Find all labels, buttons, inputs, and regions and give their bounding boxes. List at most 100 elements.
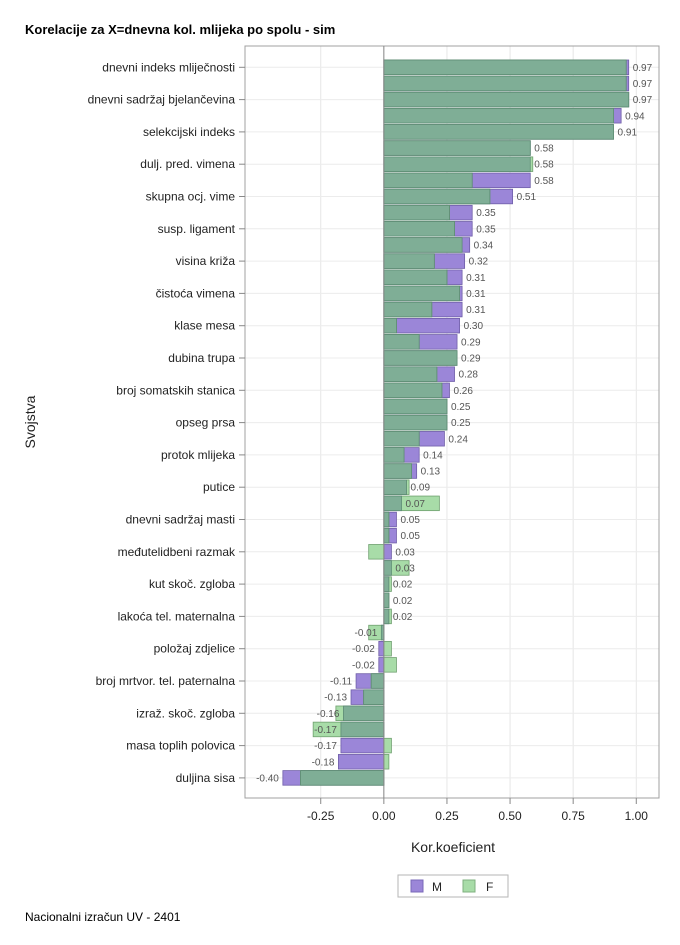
bar-row-12 (383, 253, 466, 269)
bar-row-18 (383, 350, 458, 366)
category-label: čistoća vimena (156, 286, 236, 300)
bar-overlap (340, 721, 385, 738)
bar-f (383, 754, 390, 770)
bar-row-33 (383, 592, 390, 608)
bar-row-2 (383, 91, 630, 108)
category-label: selekcijski indeks (143, 125, 235, 139)
bar-m (378, 641, 385, 657)
legend-label-m: M (432, 880, 442, 894)
data-label: 0.03 (395, 563, 415, 574)
data-label: 0.25 (451, 402, 471, 413)
bar-row-32 (383, 576, 392, 592)
bar-row-21 (383, 398, 448, 415)
bar-row-27 (383, 495, 440, 512)
bar-row-1 (383, 75, 630, 92)
legend-swatch-f (462, 879, 476, 893)
bar-overlap (300, 770, 385, 786)
data-label: 0.24 (448, 434, 468, 445)
category-label: dulj. pred. vimena (140, 157, 235, 171)
x-tick-label: -0.25 (307, 809, 335, 823)
category-label: protok mlijeka (161, 448, 235, 462)
bar-overlap (383, 350, 458, 366)
legend-label-f: F (486, 880, 493, 894)
bar-row-44 (282, 770, 385, 786)
data-label: 0.35 (476, 208, 496, 219)
data-label: 0.31 (466, 305, 486, 316)
data-label: -0.40 (256, 773, 279, 784)
data-label: 0.03 (395, 547, 415, 558)
data-label: 0.29 (461, 337, 481, 348)
data-label: -0.18 (312, 757, 335, 768)
data-label: 0.28 (459, 370, 479, 381)
bar-f (383, 737, 392, 754)
bar-overlap (383, 431, 420, 447)
bar-row-17 (383, 334, 458, 350)
bar-row-40 (335, 705, 385, 722)
footnote: Nacionalni izračun UV - 2401 (25, 910, 181, 924)
bar-row-22 (383, 414, 448, 431)
bar-overlap (383, 237, 463, 253)
data-label: 0.91 (618, 127, 638, 138)
data-label: 0.29 (461, 354, 481, 365)
bar-overlap (383, 414, 448, 431)
bar-overlap (383, 269, 448, 285)
bar-overlap (383, 204, 450, 221)
bar-overlap (370, 673, 385, 689)
category-label: klase mesa (174, 319, 235, 333)
bar-overlap (383, 495, 402, 512)
x-tick-label: 0.75 (561, 809, 585, 823)
category-label: skupna ocj. vime (146, 190, 236, 204)
legend: M F (397, 874, 509, 898)
bar-row-25 (383, 463, 418, 479)
bar-overlap (383, 91, 630, 108)
data-label: 0.51 (517, 192, 537, 203)
bar-overlap (383, 398, 448, 415)
bar-row-30 (368, 544, 392, 560)
category-label: kut skoč. zgloba (149, 577, 235, 591)
bar-overlap (383, 479, 407, 495)
y-axis-label: Svojstva (22, 395, 38, 448)
bar-row-28 (383, 511, 397, 528)
bar-f (383, 657, 397, 673)
bar-row-26 (383, 479, 410, 495)
bar-row-5 (383, 140, 531, 156)
data-label: 0.58 (534, 176, 554, 187)
category-label: lakoća tel. maternalna (118, 609, 236, 623)
data-label: -0.02 (352, 644, 375, 655)
category-label: opseg prsa (176, 416, 236, 430)
data-label: -0.17 (314, 741, 337, 752)
data-label: 0.97 (633, 95, 653, 106)
bar-row-35 (368, 624, 385, 641)
bar-row-24 (383, 447, 420, 463)
data-label: 0.02 (393, 612, 413, 623)
data-label: -0.13 (324, 693, 347, 704)
data-label: 0.31 (466, 289, 486, 300)
bar-overlap (383, 188, 491, 205)
bar-overlap (383, 172, 473, 189)
data-label: 0.97 (633, 63, 653, 74)
bar-row-34 (383, 608, 392, 625)
data-label: 0.35 (476, 224, 496, 235)
data-label: -0.01 (355, 628, 378, 639)
category-label: međutelidbeni razmak (118, 545, 236, 559)
data-label: 0.97 (633, 79, 653, 90)
bar-overlap (383, 560, 392, 576)
data-label: 0.31 (466, 273, 486, 284)
bar-overlap (383, 447, 405, 463)
bar-overlap (383, 511, 390, 528)
data-label: -0.02 (352, 660, 375, 671)
data-label: -0.11 (330, 677, 352, 688)
bar-row-11 (383, 237, 471, 253)
bar-row-43 (338, 754, 390, 770)
bar-row-23 (383, 431, 445, 447)
data-label: 0.13 (421, 467, 441, 478)
bar-m (383, 544, 392, 560)
bar-row-36 (378, 641, 392, 657)
bar-row-29 (383, 527, 397, 544)
bar-row-16 (383, 317, 460, 334)
data-label: 0.07 (406, 499, 426, 510)
bar-row-19 (383, 366, 455, 382)
bar-row-13 (383, 269, 463, 285)
category-label: masa toplih polovica (126, 739, 235, 753)
